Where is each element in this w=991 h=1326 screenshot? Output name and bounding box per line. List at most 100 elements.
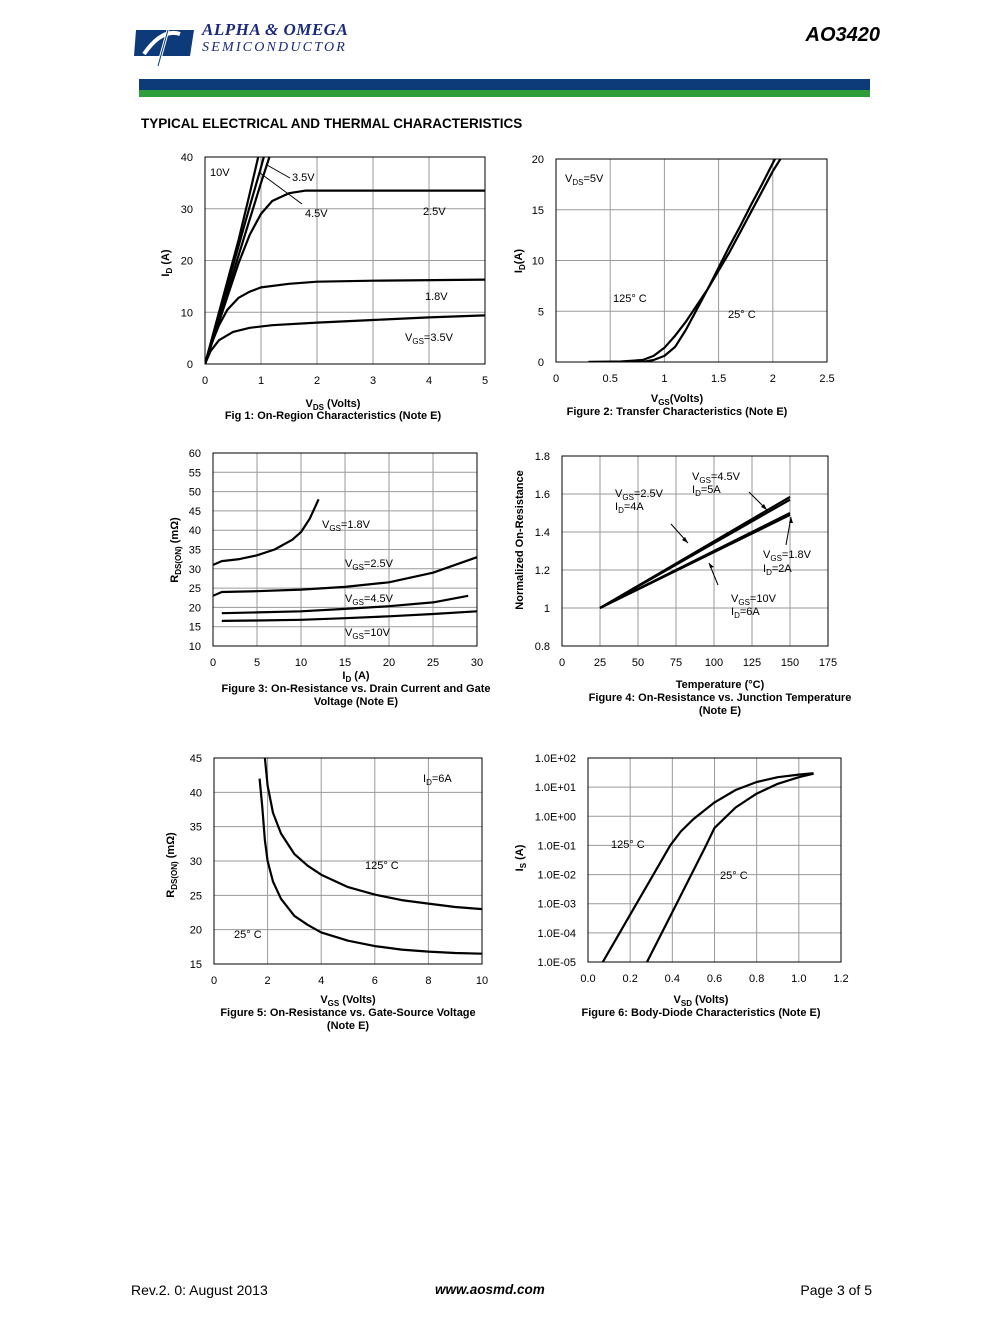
fig5-ylabel: RDS(ON) (mΩ)	[165, 832, 179, 898]
fig2-label-vds: VDS=5V	[565, 173, 604, 187]
tick-label-x: 5	[482, 375, 488, 387]
series-line-4	[599, 513, 791, 609]
fig1-ylabel: ID (A)	[160, 249, 174, 277]
tick-label-y: 10	[181, 307, 193, 319]
tick-label-y: 35	[189, 545, 201, 557]
tick-label-y: 0	[187, 359, 193, 371]
tick-label-y: 0	[538, 357, 544, 369]
tick-label-x: 0.4	[665, 973, 680, 985]
fig2-caption: Figure 2: Transfer Characteristics (Note…	[567, 406, 788, 418]
series-line-4	[205, 189, 485, 364]
fig1-plot: 0 1 2 3 4 5 0 10 20 30 40	[181, 152, 488, 387]
tick-label-x: 0	[559, 657, 565, 669]
series-line-4	[221, 610, 477, 622]
tick-label-y: 1.0E-01	[537, 840, 576, 852]
fig4-ylabel: Normalized On-Resistance	[514, 470, 526, 609]
tick-label-y: 1.0E-02	[537, 870, 576, 882]
tick-label-y: 30	[189, 564, 201, 576]
fig6-ylabel: IS (A)	[514, 844, 528, 871]
tick-label-x: 6	[372, 975, 378, 987]
tick-label-x: 0	[210, 657, 216, 669]
part-number: AO3420	[805, 24, 881, 46]
plot-frame	[204, 156, 486, 365]
tick-label-x: 15	[339, 657, 351, 669]
fig4-label-4a: ID=4A	[615, 501, 644, 515]
tick-label-y: 15	[190, 959, 202, 971]
tick-label-y: 15	[189, 622, 201, 634]
fig5-caption-1: Figure 5: On-Resistance vs. Gate-Source …	[220, 1007, 475, 1019]
fig5-xlabel: VGS (Volts)	[320, 994, 376, 1008]
tick-label-y: 1.0E-03	[537, 899, 576, 911]
tick-label-y: 40	[190, 787, 202, 799]
company-logo-icon	[134, 29, 194, 66]
fig4-label-2.5v: VGS=2.5V	[615, 488, 664, 502]
tick-label-y: 20	[181, 256, 193, 268]
tick-label-y: 60	[189, 448, 201, 460]
fig1-label-4.5v: 4.5V	[305, 208, 328, 220]
tick-label-y: 1.0E+02	[535, 753, 576, 765]
fig3-label-4.5v: VGS=4.5V	[345, 593, 394, 607]
fig2-label-125c: 125° C	[613, 293, 647, 305]
fig4-caption-1: Figure 4: On-Resistance vs. Junction Tem…	[589, 692, 852, 704]
tick-label-x: 2.5	[819, 373, 834, 385]
tick-label-y: 45	[190, 753, 202, 765]
fig1-caption: Fig 1: On-Region Characteristics (Note E…	[225, 410, 442, 422]
tick-label-y: 35	[190, 822, 202, 834]
tick-label-x: 1	[661, 373, 667, 385]
tick-label-y: 20	[532, 154, 544, 166]
fig5-caption-2: (Note E)	[327, 1020, 370, 1032]
fig4-plot: 0 25 50 75 100 125 150 175 0.8 1 1.2 1.4 1.6 1.8	[535, 451, 837, 669]
tick-label-x: 150	[781, 657, 799, 669]
plot-frame	[213, 757, 483, 965]
tick-label-x: 1	[258, 375, 264, 387]
tick-label-x: 0.6	[707, 973, 722, 985]
fig6-caption: Figure 6: Body-Diode Characteristics (No…	[582, 1007, 821, 1019]
tick-label-x: 0	[202, 375, 208, 387]
tick-label-y: 10	[532, 256, 544, 268]
series-line-2	[588, 159, 776, 362]
tick-label-y: 45	[189, 506, 201, 518]
fig3-ylabel: RDS(ON) (mΩ)	[169, 517, 183, 583]
plot-frame	[561, 455, 829, 647]
tick-label-x: 1.5	[711, 373, 726, 385]
tick-label-y: 50	[189, 487, 201, 499]
tick-label-x: 0.0	[580, 973, 595, 985]
tick-label-y: 10	[189, 641, 201, 653]
tick-label-x: 50	[632, 657, 644, 669]
tick-label-x: 20	[383, 657, 395, 669]
fig5-chart: 0 2 4 6 8 10 15 20 25 30 35 40 45 ID=6A 125° C 25° C…	[165, 753, 488, 1032]
tick-label-x: 175	[819, 657, 837, 669]
fig5-plot: 0 2 4 6 8 10 15 20 25 30 35 40 45	[190, 753, 488, 987]
fig6-xlabel: VSD (Volts)	[674, 994, 729, 1008]
series-line-2	[646, 772, 814, 962]
company-subtitle: SEMICONDUCTOR	[202, 40, 348, 55]
tick-label-x: 4	[426, 375, 432, 387]
tick-label-x: 0.5	[603, 373, 618, 385]
tick-label-y: 15	[532, 205, 544, 217]
tick-label-x: 0.8	[749, 973, 764, 985]
tick-label-y: 0.8	[535, 641, 550, 653]
plot-frame	[587, 757, 842, 963]
fig4-chart: 0 25 50 75 100 125 150 175 0.8 1 1.2 1.4 1.6 1.8 VGS=…	[514, 451, 852, 717]
fig1-label-3.5v: 3.5V	[292, 172, 315, 184]
fig3-label-10v: VGS=10V	[345, 627, 391, 641]
series-line-1	[213, 498, 320, 566]
company-name: ALPHA & OMEGA	[202, 20, 349, 39]
series-line-5	[205, 278, 485, 364]
fig6-label-25c: 25° C	[720, 870, 748, 882]
series-line-1	[601, 772, 814, 962]
fig3-plot: 0 5 10 15 20 25 30 10 15 20 25 30 35 40 45 50 55 60	[189, 448, 483, 669]
section-title: TYPICAL ELECTRICAL AND THERMAL CHARACTER…	[141, 116, 523, 131]
tick-label-x: 25	[594, 657, 606, 669]
header-band-blue	[139, 79, 870, 90]
footer-website[interactable]: www.aosmd.com	[435, 1282, 545, 1297]
tick-label-y: 30	[190, 856, 202, 868]
fig4-label-1.8v: VGS=1.8V	[763, 549, 812, 563]
tick-label-y: 1	[544, 603, 550, 615]
fig3-caption-1: Figure 3: On-Resistance vs. Drain Curren…	[222, 683, 491, 695]
series-line-2	[213, 556, 477, 597]
fig1-label-1.8v: 1.8V	[425, 291, 448, 303]
tick-label-x: 2	[265, 975, 271, 987]
tick-label-x: 0	[553, 373, 559, 385]
